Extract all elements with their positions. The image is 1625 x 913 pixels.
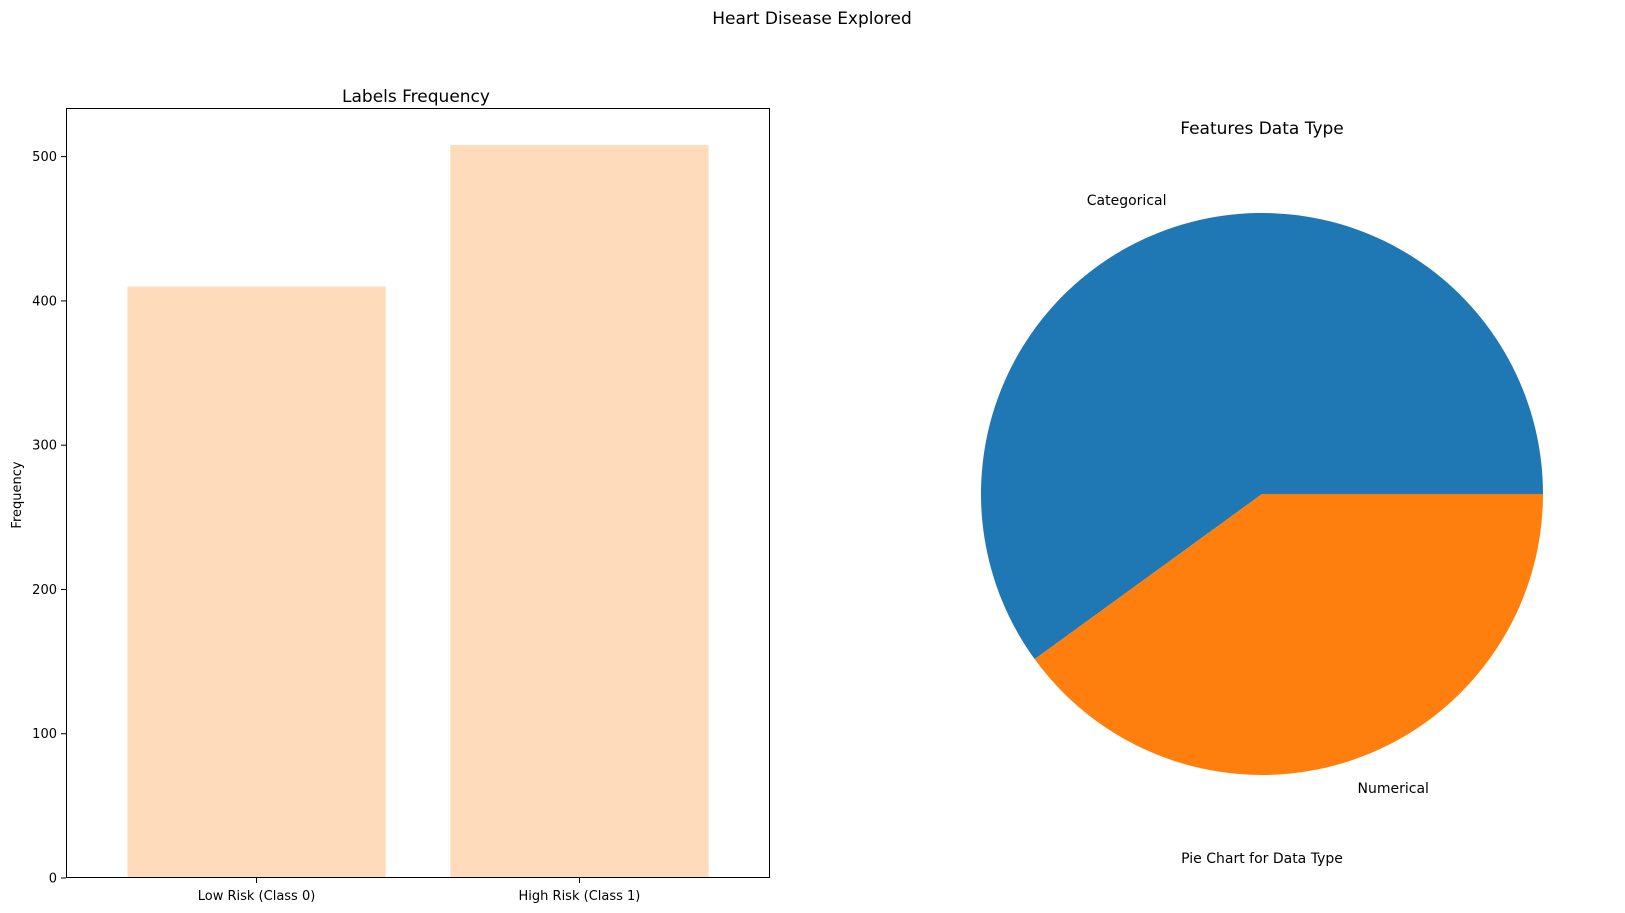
y-tick-label: 400 bbox=[32, 294, 57, 309]
bar-chart-title: Labels Frequency bbox=[342, 87, 490, 107]
x-tick-label: Low Risk (Class 0) bbox=[198, 889, 316, 904]
pie-chart-title: Features Data Type bbox=[1180, 119, 1344, 139]
bar bbox=[127, 286, 386, 878]
bar-marks bbox=[127, 145, 709, 879]
bar bbox=[450, 145, 709, 879]
y-tick-label: 200 bbox=[32, 583, 57, 598]
x-tick-label: High Risk (Class 1) bbox=[519, 889, 641, 904]
pie-slice-label: Numerical bbox=[1358, 781, 1429, 797]
y-tick-label: 300 bbox=[32, 439, 57, 454]
pie-slice-label: Categorical bbox=[1087, 193, 1167, 209]
y-tick-label: 0 bbox=[49, 872, 57, 887]
pie-chart-xlabel: Pie Chart for Data Type bbox=[1181, 851, 1343, 867]
y-tick-label: 100 bbox=[32, 727, 57, 742]
figure-suptitle: Heart Disease Explored bbox=[712, 9, 912, 29]
bar-y-axis: 0 100 200 300 400 500 bbox=[32, 150, 66, 887]
pie-slice bbox=[1034, 494, 1543, 775]
pie-chart: Features Data Type CategoricalNumerical … bbox=[980, 119, 1543, 867]
pie-marks: Categorical Numerical bbox=[980, 193, 1543, 797]
bar-chart: Labels Frequency 0 100 200 300 400 500 Low Ri… bbox=[10, 87, 770, 904]
pie-slice bbox=[980, 212, 1543, 660]
y-tick-label: 500 bbox=[32, 150, 57, 165]
bar-chart-ylabel: Frequency bbox=[10, 461, 25, 528]
bar-chart-frame bbox=[66, 108, 770, 878]
bar-x-axis: Low Risk (Class 0) High Risk (Class 1) bbox=[198, 878, 641, 904]
